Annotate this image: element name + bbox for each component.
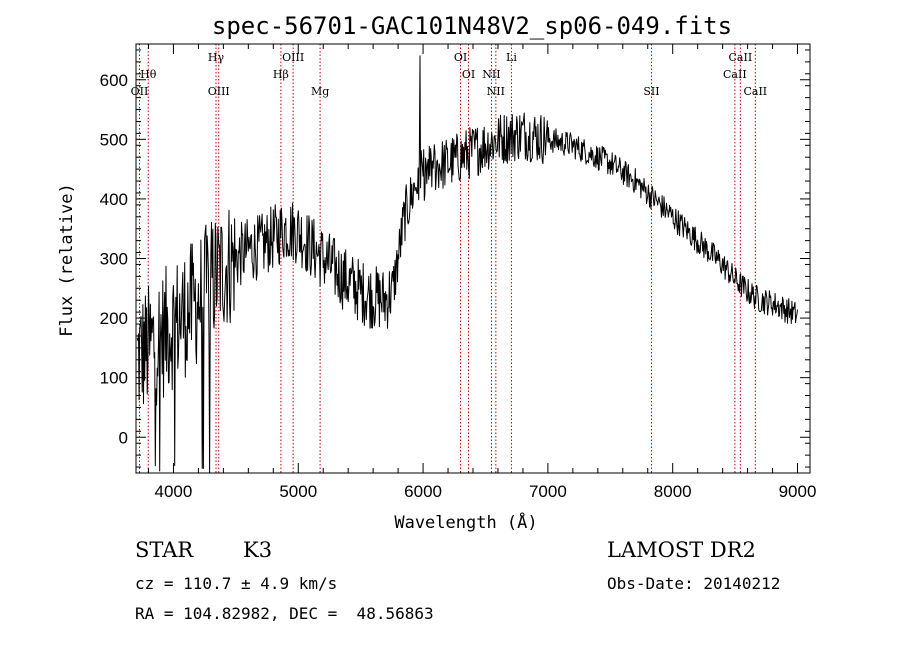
coordinates: RA = 104.82982, DEC = 48.56863	[135, 604, 434, 623]
redshift-value: cz = 110.7 ± 4.9 km/s	[135, 574, 338, 593]
x-tick-label: 6000	[404, 482, 442, 501]
y-tick-label: 400	[100, 190, 128, 209]
spectral-line-label: CaII	[729, 51, 753, 64]
y-tick-label: 600	[100, 71, 128, 90]
y-axis-label: Flux (relative)	[57, 183, 77, 337]
x-tick-label: 9000	[779, 482, 817, 501]
spectral-line-label: OIII	[208, 85, 230, 98]
spectral-line-label: NII	[482, 68, 500, 81]
spectral-line-label: CaII	[743, 85, 767, 98]
obs-date: Obs-Date: 20140212	[607, 574, 781, 593]
spectral-line-label: Hβ	[273, 68, 289, 81]
spectral-line-label: SII	[643, 85, 659, 98]
spectral-line-label: CaII	[723, 68, 747, 81]
x-tick-label: 7000	[529, 482, 567, 501]
x-axis-label: Wavelength (Å)	[394, 511, 537, 533]
spectral-line-labels: Hθ OII Hγ OIII Hβ OIII Mg OI OI NII NII Li SII CaII Ca…	[131, 51, 768, 98]
y-tick-label: 300	[100, 250, 128, 269]
y-axis: 0 100 200 300 400 500 600	[100, 49, 810, 468]
spectral-line-label: NII	[487, 85, 505, 98]
chart-title: spec-56701-GAC101N48V2_sp06-049.fits	[212, 12, 732, 40]
x-tick-label: 5000	[279, 482, 317, 501]
y-tick-label: 200	[100, 309, 128, 328]
spectral-line-markers	[138, 44, 756, 473]
spectral-line-label: OII	[131, 85, 149, 98]
y-tick-label: 500	[100, 130, 128, 149]
y-tick-label: 0	[119, 428, 128, 447]
object-subclass: K3	[243, 538, 273, 562]
object-class: STAR	[135, 538, 194, 562]
spectral-line-label: Li	[506, 51, 517, 64]
spectral-line-label: OI	[462, 68, 475, 81]
spectral-line-label: Hγ	[208, 51, 225, 64]
survey-label: LAMOST DR2	[607, 538, 756, 562]
spectrum-line	[136, 55, 798, 474]
spectral-line-label: OIII	[282, 51, 304, 64]
x-tick-label: 8000	[654, 482, 692, 501]
spectral-line-label: OI	[454, 51, 467, 64]
x-axis: 4000 5000 6000 7000 8000 9000	[147, 44, 817, 501]
spectral-line-label: Mg	[311, 85, 329, 98]
spectral-line-label: Hθ	[140, 68, 157, 81]
x-tick-label: 4000	[155, 482, 193, 501]
y-tick-label: 100	[100, 369, 128, 388]
